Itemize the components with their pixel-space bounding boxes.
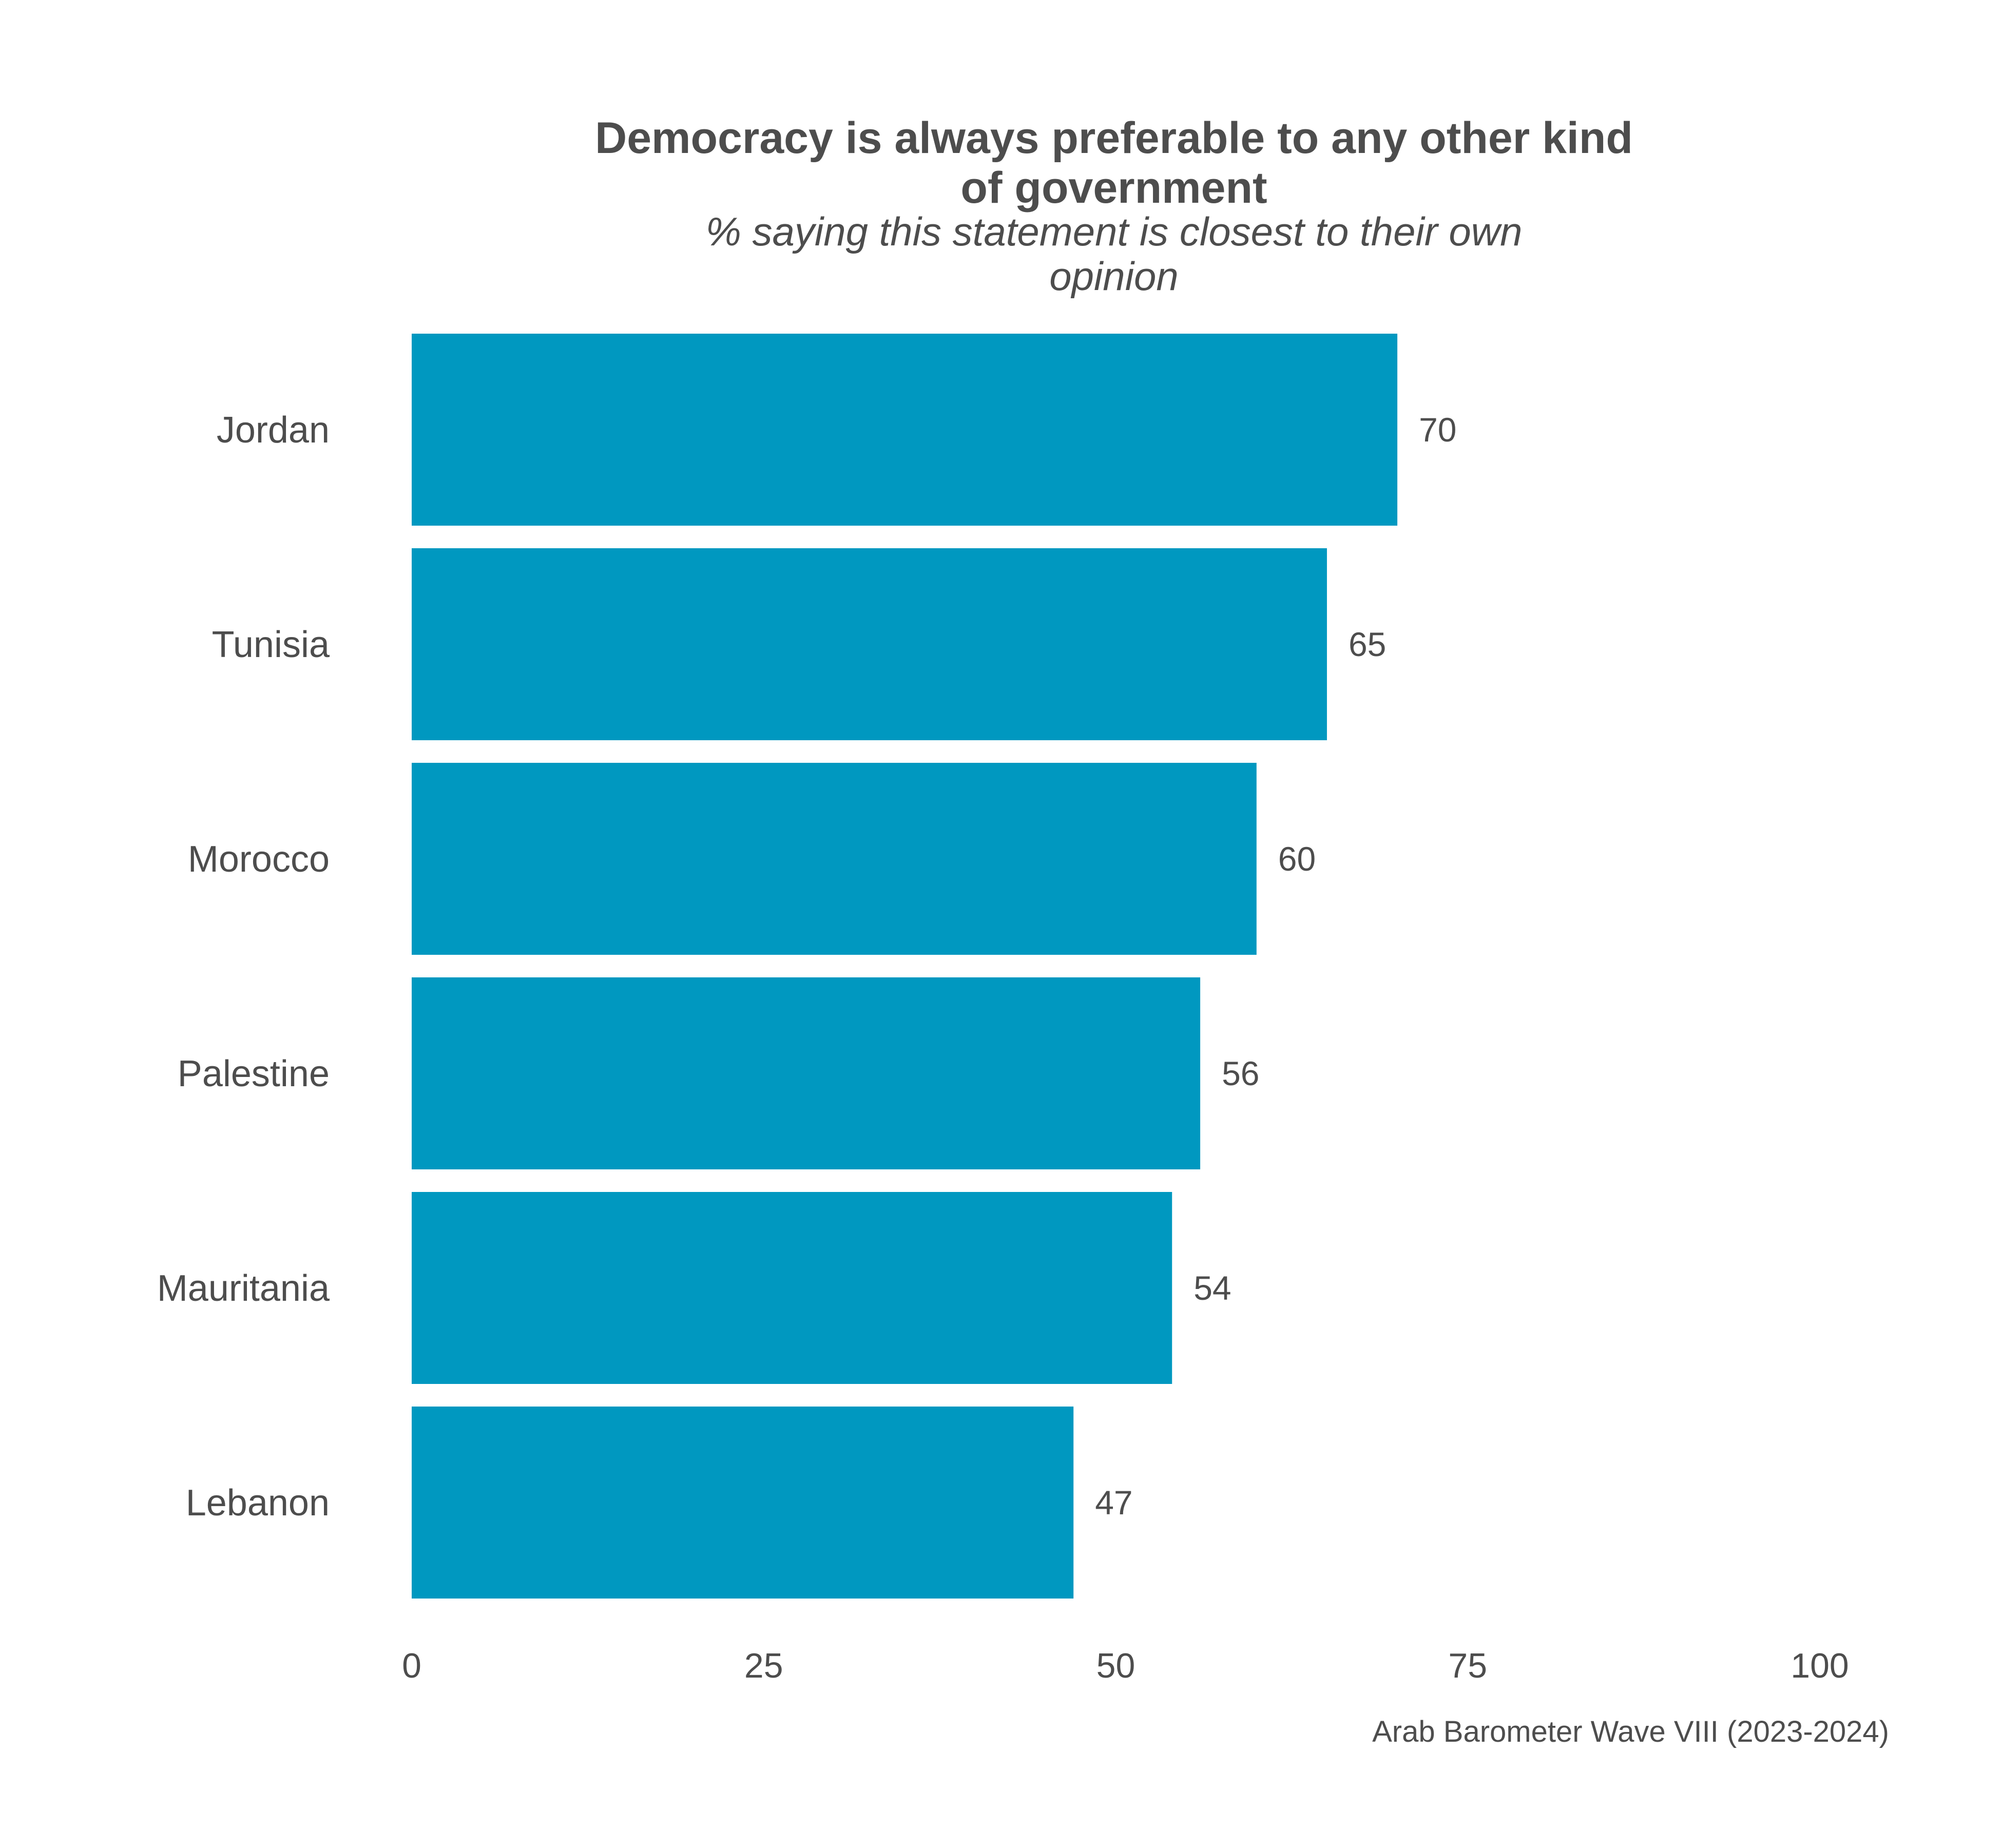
value-label-mauritania: 54 — [1194, 1269, 1231, 1307]
category-label-lebanon: Lebanon — [186, 1483, 330, 1524]
chart-title-line-1: Democracy is always preferable to any ot… — [595, 113, 1633, 163]
x-tick-label-100: 100 — [1791, 1646, 1849, 1685]
x-axis-tick-labels: 0 25 50 75 100 — [402, 1646, 1849, 1685]
category-label-palestine: Palestine — [178, 1053, 330, 1094]
chart-subtitle-line-1: % saying this statement is closest to th… — [705, 209, 1522, 254]
bar-palestine — [412, 977, 1201, 1169]
chart-subtitle-line-2: opinion — [1049, 254, 1179, 299]
bars-group — [412, 334, 1398, 1599]
x-tick-label-0: 0 — [402, 1646, 421, 1685]
x-tick-label-25: 25 — [744, 1646, 783, 1685]
value-label-tunisia: 65 — [1349, 625, 1386, 663]
chart-title-line-2: of government — [960, 163, 1267, 213]
bar-mauritania — [412, 1192, 1172, 1384]
chart-caption: Arab Barometer Wave VIII (2023-2024) — [1372, 1715, 1889, 1748]
x-tick-label-50: 50 — [1096, 1646, 1135, 1685]
bar-jordan — [412, 334, 1398, 526]
category-label-jordan: Jordan — [217, 410, 330, 451]
bar-morocco — [412, 763, 1257, 955]
x-tick-label-75: 75 — [1448, 1646, 1487, 1685]
bar-tunisia — [412, 548, 1327, 740]
bar-lebanon — [412, 1407, 1074, 1599]
value-label-jordan: 70 — [1419, 411, 1456, 449]
value-labels: 70 65 60 56 54 47 — [1095, 411, 1456, 1522]
category-label-mauritania: Mauritania — [157, 1268, 330, 1309]
category-labels: Jordan Tunisia Morocco Palestine Mauritania L… — [157, 410, 330, 1524]
value-label-morocco: 60 — [1278, 840, 1316, 878]
value-label-lebanon: 47 — [1095, 1484, 1132, 1522]
category-label-tunisia: Tunisia — [212, 624, 330, 665]
category-label-morocco: Morocco — [188, 839, 330, 880]
value-label-palestine: 56 — [1222, 1054, 1259, 1092]
